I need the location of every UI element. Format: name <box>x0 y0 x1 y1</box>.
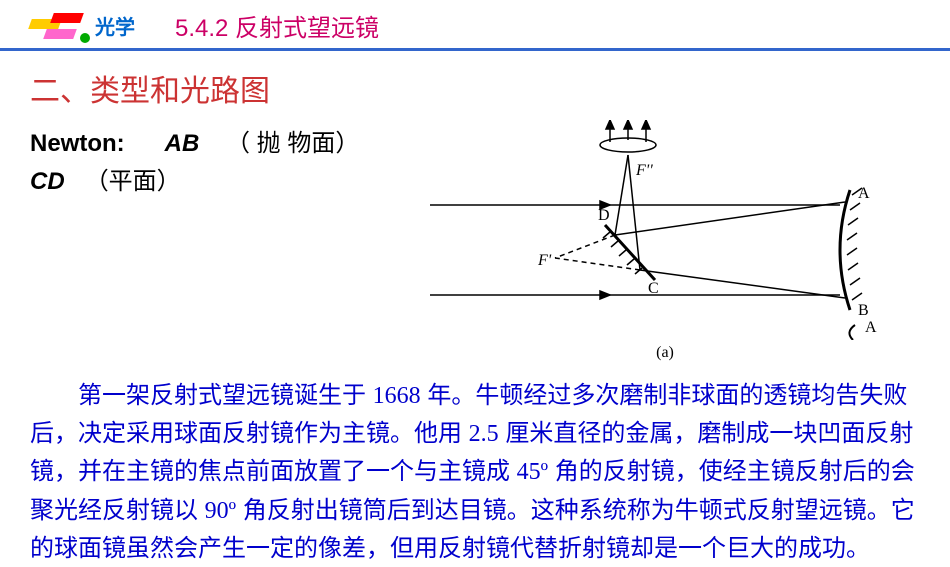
body-paragraph: 第一架反射式望远镜诞生于 1668 年。牛顿经过多次磨制非球面的透镜均告失败后，… <box>0 362 950 567</box>
body-ang2: 90º <box>205 498 236 524</box>
logo: 光学 <box>30 11 135 41</box>
optical-diagram: A B D C F' F'' A (a) <box>410 120 920 362</box>
label-A2: A <box>865 319 877 336</box>
section-number: 5.4.2 反射式望远镜 <box>175 8 379 43</box>
label-A: A <box>858 185 870 202</box>
logo-shapes <box>30 11 90 41</box>
slide-header: 光学 5.4.2 反射式望远镜 <box>0 0 950 51</box>
newton-telescope-svg: A B D C F' F'' A <box>410 120 910 340</box>
body-t1: 第一架反射式望远镜诞生于 <box>78 382 373 409</box>
body-year: 1668 <box>373 383 421 409</box>
label-D: D <box>598 207 610 224</box>
body-ang1: 45º <box>517 459 548 485</box>
diagram-caption: (a) <box>410 344 920 362</box>
mirror-ab: AB <box>165 130 200 157</box>
subtitle: 二、类型和光路图 <box>0 51 950 120</box>
label-F1: F' <box>537 252 552 269</box>
label-C: C <box>648 280 659 297</box>
label-B: B <box>858 302 869 319</box>
mirror-cd: CD <box>30 168 65 195</box>
mirror-ab-desc: （ 抛 物面） <box>226 130 359 157</box>
newton-description: Newton: AB （ 抛 物面） CD （平面） <box>30 120 410 362</box>
mirror-cd-desc: （平面） <box>85 168 181 195</box>
logo-text: 光学 <box>95 11 135 40</box>
label-F2: F'' <box>635 162 653 179</box>
body-diam: 2.5 <box>469 421 499 447</box>
newton-label: Newton: <box>30 130 125 157</box>
content-row: Newton: AB （ 抛 物面） CD （平面） <box>0 120 950 362</box>
